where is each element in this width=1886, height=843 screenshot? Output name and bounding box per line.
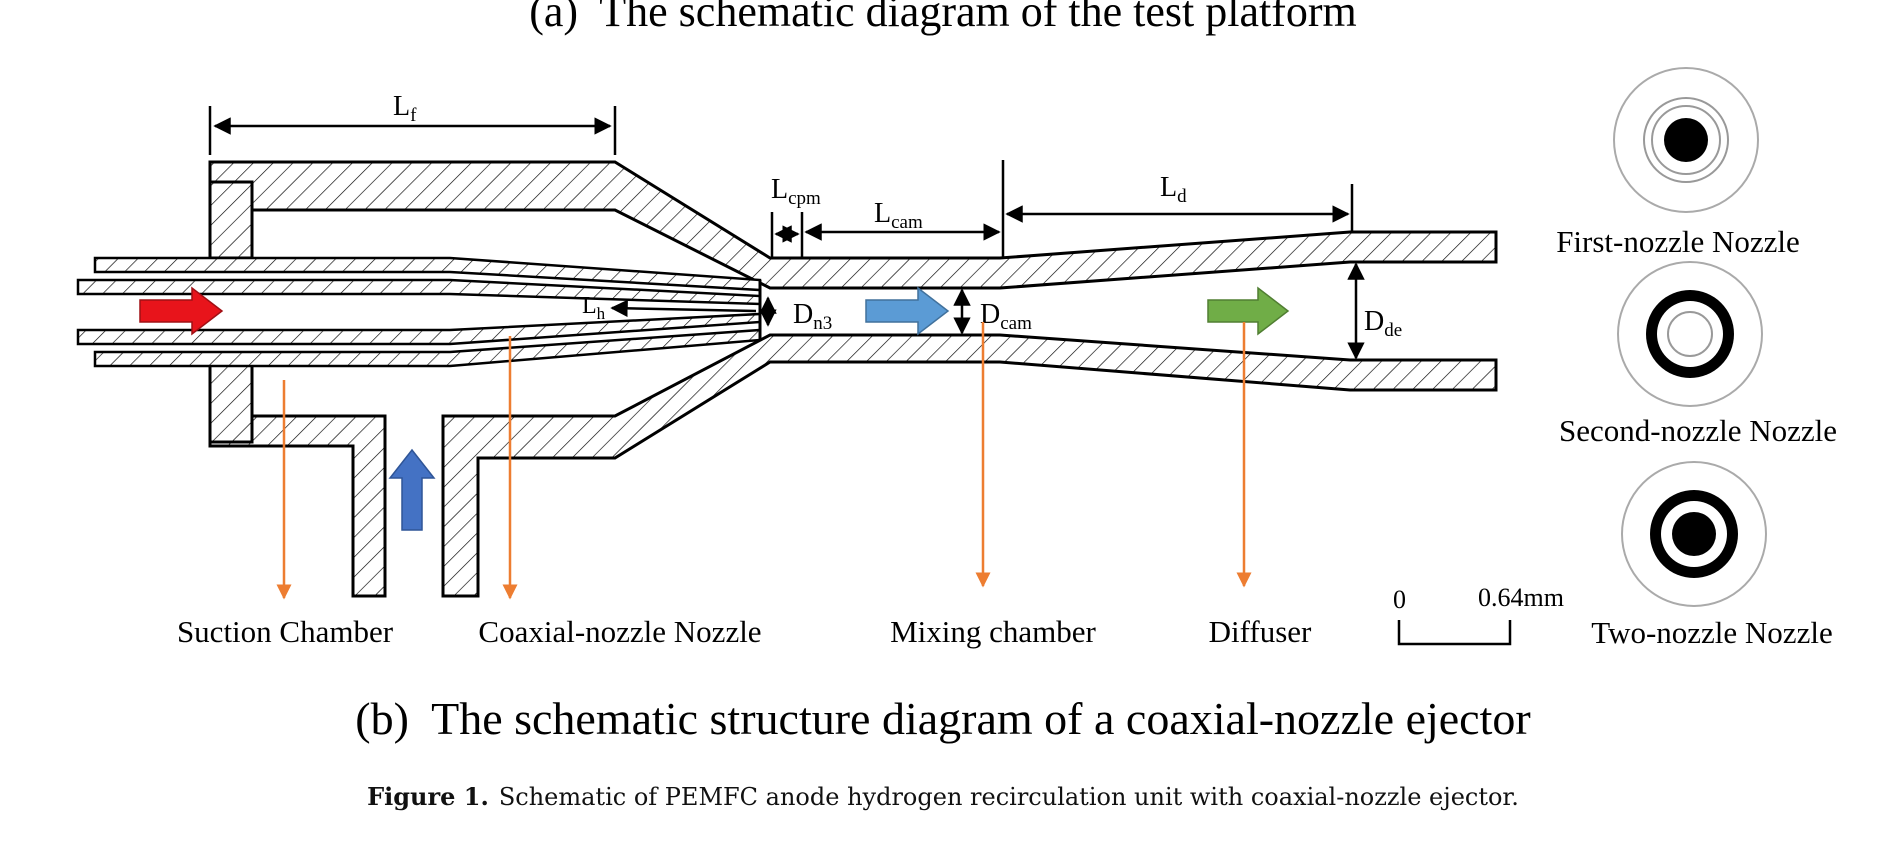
secondary-flow-arrow <box>388 448 436 531</box>
scale-zero: 0 <box>1393 585 1406 614</box>
label-lh: Lh <box>582 293 606 323</box>
label-coaxial-nozzle: Coaxial-nozzle Nozzle <box>478 614 761 649</box>
label-dcam: Dcam <box>980 299 1032 334</box>
lower-wall-right <box>441 333 1498 598</box>
label-second-nozzle: Second-nozzle Nozzle <box>1559 413 1837 448</box>
diffuser-flow-arrow <box>1207 286 1290 336</box>
label-lcpm: Lcpm <box>771 174 821 209</box>
two-nozzle-section <box>1621 461 1767 607</box>
mixing-flow-arrow <box>865 286 950 336</box>
first-nozzle-section <box>1613 67 1759 213</box>
label-suction-chamber: Suction Chamber <box>177 614 394 649</box>
coaxial-nozzle <box>76 256 762 368</box>
caption-a: (a) The schematic diagram of the test pl… <box>529 0 1357 36</box>
flange-bottom <box>208 360 254 444</box>
scale-value: 0.64mm <box>1478 583 1564 612</box>
label-lcam: Lcam <box>874 198 923 233</box>
label-lf: Lf <box>393 91 417 126</box>
scale-bar: 0 0.64mm <box>1393 583 1564 646</box>
label-diffuser: Diffuser <box>1209 614 1312 649</box>
label-mixing-chamber: Mixing chamber <box>890 614 1096 649</box>
figure-label: Figure 1. <box>367 782 489 811</box>
flange-top <box>208 180 254 260</box>
label-dn3: Dn3 <box>793 299 832 334</box>
figure-caption: Figure 1. Schematic of PEMFC anode hydrog… <box>0 782 1886 811</box>
second-nozzle-section <box>1617 261 1763 407</box>
label-dde: Dde <box>1364 306 1402 341</box>
figure-text: Schematic of PEMFC anode hydrogen recirc… <box>498 783 1519 811</box>
label-first-nozzle: First-nozzle Nozzle <box>1556 224 1800 259</box>
label-ld: Ld <box>1160 172 1187 207</box>
caption-b: (b) The schematic structure diagram of a… <box>355 693 1531 744</box>
ejector-body <box>208 160 1498 598</box>
primary-flow-arrow <box>139 286 224 336</box>
label-two-nozzle: Two-nozzle Nozzle <box>1591 615 1832 650</box>
